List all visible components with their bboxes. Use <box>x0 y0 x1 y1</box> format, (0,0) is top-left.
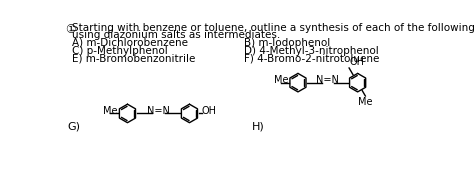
Text: N=N: N=N <box>147 106 170 116</box>
Text: ①: ① <box>64 23 75 36</box>
Text: A) m-Dichlorobenzene: A) m-Dichlorobenzene <box>72 38 188 48</box>
Text: H): H) <box>251 121 264 131</box>
Text: F) 4-Bromo-2-nitrotoluene: F) 4-Bromo-2-nitrotoluene <box>244 53 379 63</box>
Text: D) 4-Methyl-3-nitrophenol: D) 4-Methyl-3-nitrophenol <box>244 46 378 56</box>
Text: C) p-Methylphenol: C) p-Methylphenol <box>72 46 167 56</box>
Text: N=N: N=N <box>316 75 339 85</box>
Text: OH: OH <box>202 106 217 116</box>
Text: using diazonium salts as intermediates.: using diazonium salts as intermediates. <box>72 30 280 40</box>
Text: Me: Me <box>358 97 373 107</box>
Text: OH: OH <box>350 57 365 67</box>
Text: E) m-Bromobenzonitrile: E) m-Bromobenzonitrile <box>72 53 195 63</box>
Text: Me: Me <box>103 106 118 116</box>
Text: Me: Me <box>274 75 288 85</box>
Text: G): G) <box>67 121 80 131</box>
Text: B) m-Iodophenol: B) m-Iodophenol <box>244 38 330 48</box>
Text: Starting with benzene or toluene, outline a synthesis of each of the following c: Starting with benzene or toluene, outlin… <box>72 23 474 33</box>
